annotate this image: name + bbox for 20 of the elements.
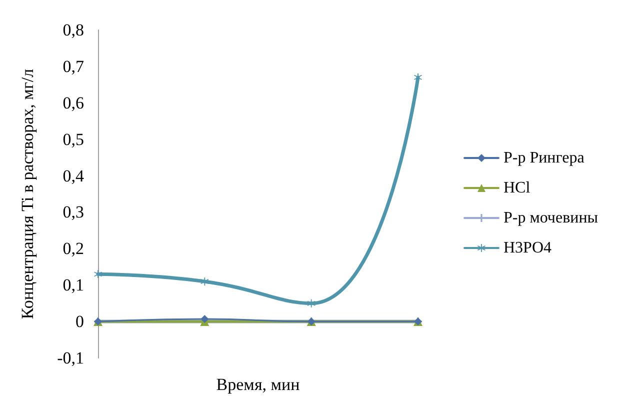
- y-tick-label: 0,6: [62, 93, 84, 112]
- y-tick-label: 0,1: [62, 276, 84, 295]
- y-axis-title: Концентрация Ti в растворах, мг/л: [18, 68, 37, 320]
- point: [200, 315, 209, 324]
- legend-label: HCl: [503, 180, 531, 196]
- point: [94, 270, 102, 278]
- y-tick-label: 0,8: [62, 20, 84, 40]
- legend-label: Р-р Рингера: [503, 150, 584, 166]
- y-tick-label: -0,1: [57, 348, 84, 368]
- y-tick-label: 0,5: [62, 130, 84, 149]
- legend-label: H3PO4: [503, 240, 552, 256]
- point: [200, 277, 209, 286]
- point: [307, 299, 316, 308]
- y-tick-label: 0: [76, 312, 84, 332]
- y-tick-label: 0,3: [62, 202, 84, 222]
- y-tick-label: 0,2: [62, 239, 84, 258]
- x-axis-title: Время, мин: [216, 375, 300, 394]
- legend-label: Р-р мочевины: [503, 210, 598, 226]
- y-tick-label: 0,4: [62, 166, 84, 186]
- y-tick-label: 0,7: [62, 56, 84, 76]
